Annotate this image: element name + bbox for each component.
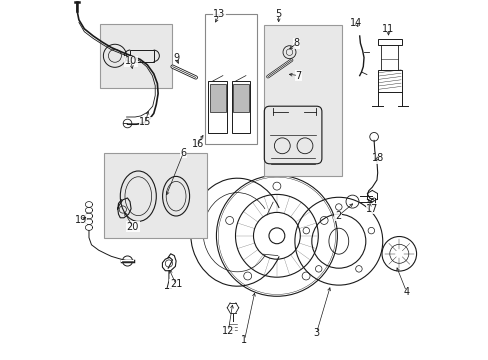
Bar xyxy=(204,14,257,144)
Bar xyxy=(100,24,171,88)
Text: 7: 7 xyxy=(295,71,301,81)
Text: 4: 4 xyxy=(403,287,409,297)
Text: 14: 14 xyxy=(349,18,362,28)
Bar xyxy=(208,81,227,133)
Text: 2: 2 xyxy=(334,211,341,221)
Text: 19: 19 xyxy=(75,215,87,225)
Text: 5: 5 xyxy=(275,9,281,19)
Text: 1: 1 xyxy=(241,335,247,345)
Text: 12: 12 xyxy=(222,326,234,336)
Text: 16: 16 xyxy=(191,139,203,149)
Text: 21: 21 xyxy=(169,279,182,289)
Text: 10: 10 xyxy=(125,56,137,66)
Text: 3: 3 xyxy=(313,328,319,338)
Text: 6: 6 xyxy=(180,148,186,158)
Bar xyxy=(264,25,341,176)
Text: 15: 15 xyxy=(139,117,151,127)
Text: 11: 11 xyxy=(382,24,394,34)
Text: 8: 8 xyxy=(293,38,299,48)
Text: 9: 9 xyxy=(173,53,179,63)
Bar xyxy=(232,84,248,112)
Text: 13: 13 xyxy=(213,9,225,19)
Text: 17: 17 xyxy=(366,204,378,214)
Bar xyxy=(377,39,401,45)
Bar xyxy=(377,70,401,92)
Text: 18: 18 xyxy=(371,153,383,163)
Bar xyxy=(104,153,206,238)
Bar xyxy=(130,50,153,62)
Bar xyxy=(231,81,250,133)
Text: 20: 20 xyxy=(126,222,139,232)
Bar xyxy=(209,84,225,112)
